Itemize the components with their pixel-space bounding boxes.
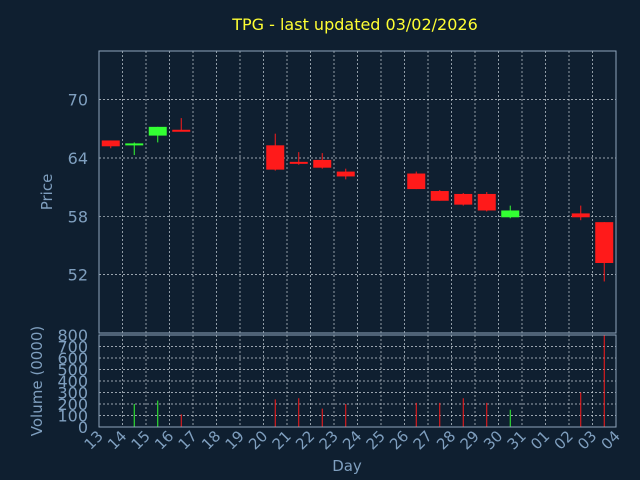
volume-tick-label: 700	[57, 338, 88, 357]
price-tick-label: 58	[68, 207, 88, 226]
candle-body	[148, 126, 167, 136]
candle-body	[313, 159, 332, 168]
x-tick-label: 03	[574, 427, 600, 453]
x-tick-label: 24	[339, 427, 365, 453]
x-tick-label: 29	[457, 427, 483, 453]
volume-tick-label: 200	[57, 395, 88, 414]
x-tick-label: 15	[128, 427, 154, 453]
price-tick-label: 52	[68, 266, 88, 285]
volume-axis-label: Volume (0000)	[28, 326, 46, 436]
candle-body	[430, 191, 449, 201]
x-tick-label: 26	[386, 427, 412, 453]
volume-tick-label: 300	[57, 384, 88, 403]
x-tick-label: 16	[151, 427, 177, 453]
volume-tick-label: 500	[57, 361, 88, 380]
candle-body	[172, 129, 191, 132]
candle-body	[407, 173, 426, 190]
price-axis-label: Price	[38, 174, 56, 211]
candles	[101, 118, 614, 282]
volume-panel-frame	[98, 334, 617, 428]
x-tick-label: 02	[551, 427, 577, 453]
x-tick-label: 01	[527, 427, 553, 453]
candle-body	[336, 171, 355, 177]
x-tick-label: 17	[175, 427, 201, 453]
x-tick-label: 25	[363, 427, 389, 453]
x-tick-label: 22	[292, 427, 318, 453]
volume-grid	[98, 334, 617, 428]
candle-body	[125, 143, 144, 146]
candle-body	[501, 210, 520, 218]
x-tick-label: 27	[410, 427, 436, 453]
x-tick-label: 28	[433, 427, 459, 453]
x-tick-label: 31	[504, 427, 530, 453]
x-tick-labels: 1314151617181920212223242526272829303101…	[81, 427, 624, 453]
x-axis-label: Day	[332, 457, 362, 475]
x-tick-label: 19	[222, 427, 248, 453]
x-tick-label: 04	[598, 427, 624, 453]
candle-body	[571, 213, 590, 218]
chart-title: TPG - last updated 03/02/2026	[231, 15, 478, 34]
volume-tick-label: 800	[57, 326, 88, 345]
candle-body	[477, 193, 496, 211]
candle-body	[101, 140, 120, 147]
x-tick-label: 14	[104, 427, 130, 453]
price-tick-label: 64	[68, 149, 88, 168]
candle-body	[289, 161, 308, 164]
volume-tick-label: 100	[57, 407, 88, 426]
price-panel-frame	[98, 50, 617, 334]
x-tick-label: 20	[245, 427, 271, 453]
x-tick-label: 30	[480, 427, 506, 453]
candle-body	[266, 145, 285, 170]
volume-tick-label: 0	[78, 418, 88, 437]
volume-bars	[133, 335, 605, 427]
x-tick-label: 21	[269, 427, 295, 453]
volume-tick-label: 600	[57, 349, 88, 368]
candle-body	[595, 222, 614, 263]
volume-tick-label: 400	[57, 372, 88, 391]
x-tick-label: 23	[316, 427, 342, 453]
x-tick-label: 18	[198, 427, 224, 453]
price-grid	[98, 51, 617, 333]
candle-body	[454, 193, 473, 205]
price-tick-label: 70	[68, 91, 88, 110]
price-tick-labels: 52 58 64 70	[68, 91, 88, 285]
